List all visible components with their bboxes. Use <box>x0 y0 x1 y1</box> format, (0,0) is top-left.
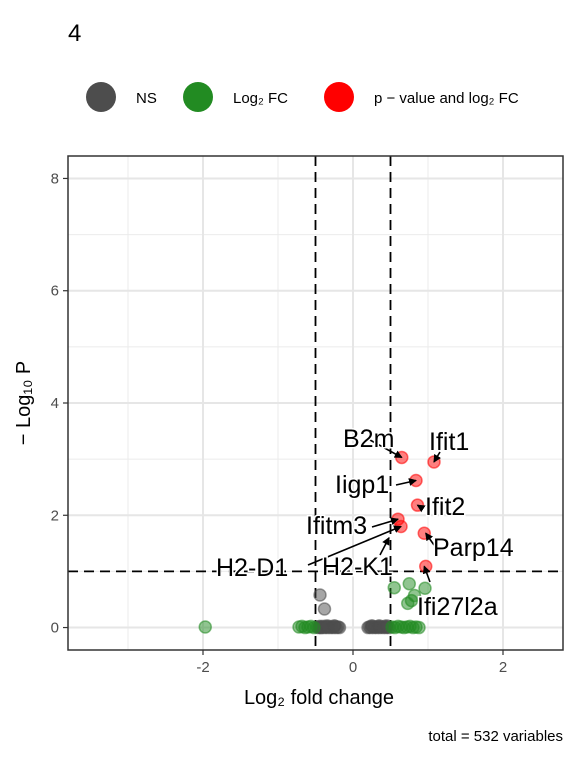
x-tick-label: 2 <box>499 659 507 676</box>
x-axis-title: Log₂ fold change <box>244 687 394 709</box>
legend-label-ns: NS <box>136 90 157 107</box>
gene-label: Ifitm3 <box>306 512 367 540</box>
data-points <box>198 450 441 635</box>
gene-label: Parp14 <box>433 534 514 562</box>
point-fc <box>402 577 416 591</box>
y-tick-label: 6 <box>51 283 59 300</box>
legend-label-fc: Log₂ FC <box>233 90 288 107</box>
y-axis-title: − Log₁₀ P <box>13 361 35 446</box>
x-tick-label: 0 <box>349 659 357 676</box>
legend-swatch-pfc <box>324 82 354 112</box>
label-connector <box>422 565 431 583</box>
gene-label: Ifit1 <box>429 428 469 456</box>
point-fc <box>198 620 212 634</box>
caption: total = 532 variables <box>428 728 563 745</box>
point-fc <box>307 620 321 635</box>
x-tick-label: -2 <box>196 659 209 676</box>
chart-title: 4 <box>68 20 81 47</box>
label-connector <box>395 478 417 486</box>
gene-label: H2-K1 <box>322 553 393 581</box>
point-fc <box>387 580 401 595</box>
y-tick-label: 4 <box>51 395 59 412</box>
y-tick-label: 0 <box>51 620 59 637</box>
label-connector <box>433 451 442 463</box>
label-connector <box>379 536 390 556</box>
y-tick-label: 8 <box>51 170 59 187</box>
legend: NS Log₂ FC p − value and log₂ FC <box>86 82 519 112</box>
point-ns <box>327 619 341 633</box>
point-fc <box>407 588 422 603</box>
gene-labels: B2m Ifit1 Iigp1 Ifit2 Ifitm3 Parp14 H2-D1 H2-K1… <box>215 424 516 623</box>
legend-swatch-ns <box>86 82 116 112</box>
gene-label: H2-D1 <box>216 554 288 582</box>
label-connector <box>416 504 426 513</box>
point-ns <box>313 588 327 602</box>
label-connector <box>369 439 403 459</box>
point-ns <box>317 602 332 616</box>
label-connector <box>371 517 399 528</box>
gene-label: Iigp1 <box>335 471 389 499</box>
gene-label: Ifit2 <box>425 493 465 521</box>
legend-label-pfc: p − value and log₂ FC <box>374 90 519 107</box>
y-tick-label: 2 <box>51 507 59 524</box>
gene-label: Ifi27l2a <box>417 593 498 621</box>
label-connector <box>307 525 402 566</box>
cutoff-lines <box>68 156 563 650</box>
gene-label: B2m <box>343 425 394 453</box>
point-fc <box>412 620 426 635</box>
point-fc <box>418 581 432 595</box>
legend-swatch-fc <box>183 82 213 112</box>
axis-ticks: -2 0 2 0 2 4 6 8 <box>51 170 508 676</box>
label-connector <box>425 532 435 546</box>
